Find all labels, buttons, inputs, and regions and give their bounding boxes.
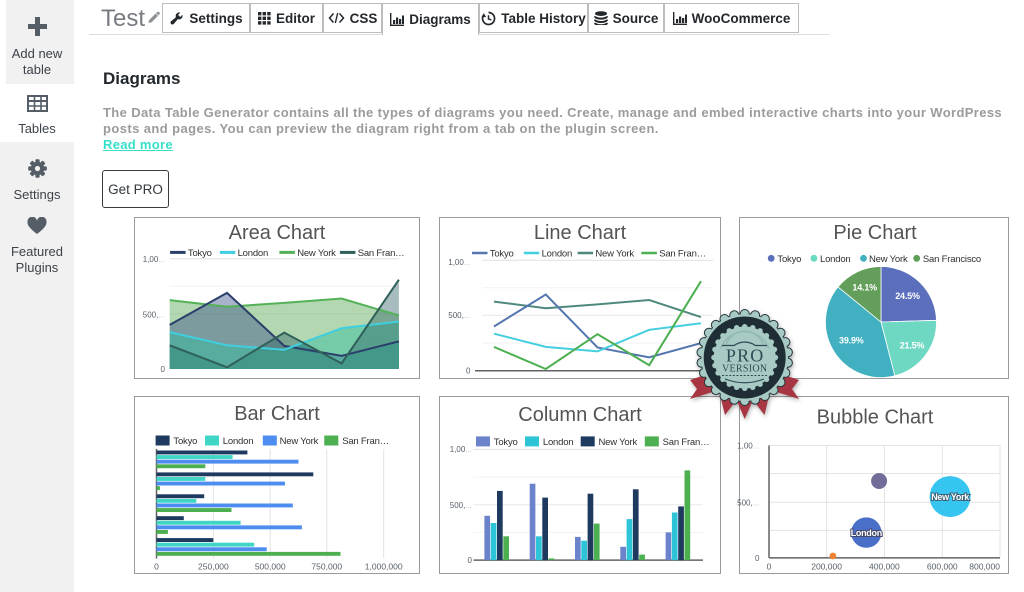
svg-text:London: London <box>543 437 574 448</box>
svg-text:500,...: 500,... <box>737 498 759 507</box>
svg-text:0: 0 <box>161 365 166 374</box>
svg-text:1,00...: 1,00... <box>450 445 472 454</box>
svg-text:San Fran…: San Fran… <box>659 249 706 260</box>
svg-text:1,00...: 1,00... <box>448 258 470 267</box>
svg-text:0: 0 <box>466 367 471 376</box>
svg-text:London: London <box>851 528 882 538</box>
svg-text:New York: New York <box>297 248 336 259</box>
svg-text:0: 0 <box>468 556 473 565</box>
svg-text:London: London <box>542 249 573 260</box>
svg-text:0: 0 <box>755 554 760 563</box>
svg-text:VERSION: VERSION <box>722 364 767 375</box>
svg-text:400,000: 400,000 <box>869 562 900 572</box>
svg-text:24.5%: 24.5% <box>895 291 920 301</box>
svg-text:0: 0 <box>154 561 159 571</box>
svg-text:250,000: 250,000 <box>198 561 229 571</box>
svg-text:Line Chart: Line Chart <box>534 222 627 244</box>
svg-text:San Francisco: San Francisco <box>923 254 981 265</box>
svg-text:San Fran…: San Fran… <box>358 248 405 259</box>
svg-text:New York: New York <box>599 437 638 448</box>
svg-text:600,000: 600,000 <box>927 562 958 572</box>
svg-text:1,000,000: 1,000,000 <box>365 561 403 571</box>
svg-text:Tokyo: Tokyo <box>777 254 801 265</box>
svg-text:Tokyo: Tokyo <box>173 436 197 447</box>
svg-text:200,000: 200,000 <box>811 562 842 572</box>
svg-text:39.9%: 39.9% <box>839 336 864 346</box>
svg-text:21.5%: 21.5% <box>900 341 925 351</box>
svg-text:Pie Chart: Pie Chart <box>833 222 917 244</box>
svg-text:Tokyo: Tokyo <box>494 437 518 448</box>
svg-text:1,00...: 1,00... <box>737 441 759 450</box>
svg-text:New York: New York <box>595 249 634 260</box>
svg-text:London: London <box>820 254 851 265</box>
svg-text:14.1%: 14.1% <box>852 282 877 292</box>
svg-text:500,...: 500,... <box>450 501 472 510</box>
svg-text:London: London <box>223 436 254 447</box>
svg-text:1,00...: 1,00... <box>143 255 165 264</box>
svg-text:New York: New York <box>931 492 970 502</box>
svg-text:800,000: 800,000 <box>969 562 1000 572</box>
svg-text:500,...: 500,... <box>143 310 165 319</box>
svg-text:Tokyo: Tokyo <box>490 249 514 260</box>
svg-text:Bar Chart: Bar Chart <box>234 403 320 425</box>
svg-text:Column Chart: Column Chart <box>518 404 642 426</box>
svg-text:San Fran…: San Fran… <box>663 437 710 448</box>
svg-text:Area Chart: Area Chart <box>229 222 326 244</box>
svg-text:PRO: PRO <box>726 346 765 366</box>
svg-text:Tokyo: Tokyo <box>188 248 212 259</box>
svg-text:London: London <box>238 248 269 259</box>
svg-text:500,...: 500,... <box>448 311 470 320</box>
svg-text:750,000: 750,000 <box>311 561 342 571</box>
svg-text:500,000: 500,000 <box>255 561 286 571</box>
svg-text:0: 0 <box>767 562 772 572</box>
svg-text:San Fran…: San Fran… <box>342 436 389 447</box>
svg-text:Bubble Chart: Bubble Chart <box>817 407 934 429</box>
svg-text:New York: New York <box>869 254 908 265</box>
svg-text:New York: New York <box>280 436 319 447</box>
